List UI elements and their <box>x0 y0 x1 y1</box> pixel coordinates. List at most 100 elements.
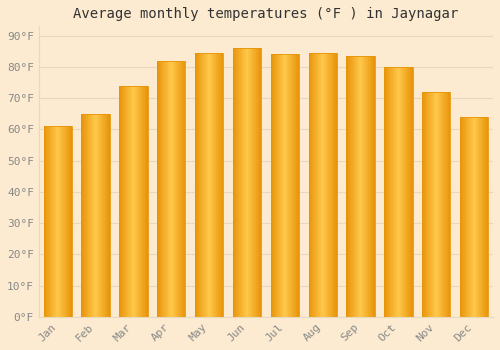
Bar <box>94 114 95 317</box>
Bar <box>210 53 212 317</box>
Bar <box>67 126 68 317</box>
Bar <box>202 53 203 317</box>
Bar <box>362 56 364 317</box>
Bar <box>427 92 428 317</box>
Bar <box>88 114 89 317</box>
Bar <box>146 86 147 317</box>
Bar <box>297 54 298 317</box>
Bar <box>273 54 274 317</box>
Bar <box>291 54 292 317</box>
Bar <box>272 54 273 317</box>
Bar <box>206 53 207 317</box>
Bar <box>56 126 57 317</box>
Bar <box>239 48 240 317</box>
Bar <box>176 61 177 317</box>
Bar <box>466 117 467 317</box>
Bar <box>258 48 259 317</box>
Bar <box>270 54 272 317</box>
Bar <box>317 53 318 317</box>
Bar <box>366 56 367 317</box>
Bar <box>274 54 275 317</box>
Bar <box>277 54 278 317</box>
Bar <box>157 61 186 317</box>
Bar <box>162 61 163 317</box>
Bar <box>95 114 96 317</box>
Bar <box>166 61 167 317</box>
Bar <box>185 61 186 317</box>
Bar <box>402 67 404 317</box>
Bar <box>69 126 70 317</box>
Bar <box>96 114 97 317</box>
Bar <box>430 92 432 317</box>
Bar <box>46 126 47 317</box>
Bar <box>442 92 444 317</box>
Bar <box>236 48 237 317</box>
Bar <box>216 53 217 317</box>
Bar <box>384 67 385 317</box>
Bar <box>197 53 198 317</box>
Bar <box>104 114 105 317</box>
Bar <box>398 67 399 317</box>
Bar <box>89 114 90 317</box>
Bar <box>356 56 357 317</box>
Bar <box>355 56 356 317</box>
Bar <box>57 126 58 317</box>
Bar <box>157 61 158 317</box>
Bar <box>83 114 84 317</box>
Bar <box>429 92 430 317</box>
Bar <box>250 48 252 317</box>
Bar <box>249 48 250 317</box>
Bar <box>179 61 180 317</box>
Bar <box>447 92 448 317</box>
Bar <box>369 56 370 317</box>
Bar <box>126 86 127 317</box>
Bar <box>222 53 224 317</box>
Bar <box>55 126 56 317</box>
Bar <box>64 126 65 317</box>
Bar <box>256 48 257 317</box>
Bar <box>332 53 334 317</box>
Bar <box>175 61 176 317</box>
Bar <box>336 53 337 317</box>
Bar <box>386 67 387 317</box>
Bar <box>44 126 72 317</box>
Bar <box>385 67 386 317</box>
Bar <box>288 54 289 317</box>
Bar <box>370 56 371 317</box>
Bar <box>400 67 402 317</box>
Bar <box>290 54 291 317</box>
Bar <box>196 53 197 317</box>
Bar <box>97 114 98 317</box>
Bar <box>102 114 104 317</box>
Bar <box>221 53 222 317</box>
Bar <box>477 117 478 317</box>
Bar <box>448 92 449 317</box>
Bar <box>124 86 125 317</box>
Bar <box>422 92 423 317</box>
Bar <box>200 53 202 317</box>
Bar <box>47 126 48 317</box>
Bar <box>270 54 299 317</box>
Bar <box>357 56 358 317</box>
Bar <box>181 61 182 317</box>
Bar <box>330 53 331 317</box>
Bar <box>282 54 284 317</box>
Bar <box>292 54 294 317</box>
Bar <box>174 61 175 317</box>
Bar <box>287 54 288 317</box>
Bar <box>233 48 234 317</box>
Bar <box>467 117 468 317</box>
Bar <box>168 61 169 317</box>
Bar <box>411 67 412 317</box>
Bar <box>331 53 332 317</box>
Bar <box>164 61 165 317</box>
Bar <box>120 86 122 317</box>
Bar <box>446 92 447 317</box>
Bar <box>279 54 280 317</box>
Bar <box>408 67 409 317</box>
Bar <box>45 126 46 317</box>
Bar <box>352 56 353 317</box>
Bar <box>246 48 247 317</box>
Bar <box>439 92 440 317</box>
Bar <box>470 117 472 317</box>
